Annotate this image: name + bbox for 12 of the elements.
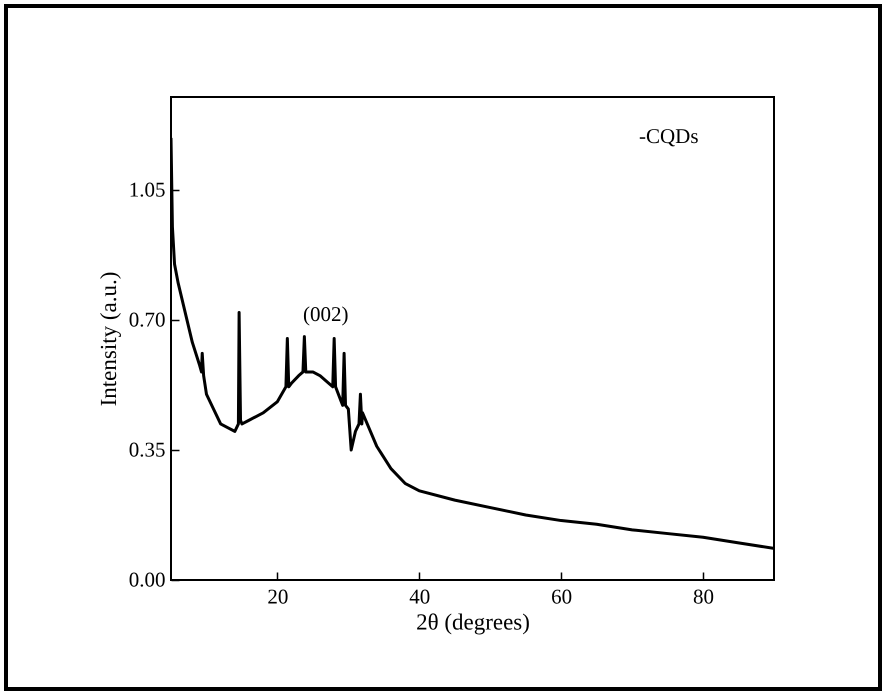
y-tick-label: 1.05 bbox=[128, 177, 166, 202]
annotation: (002) bbox=[303, 302, 348, 326]
annotation: -CQDs bbox=[639, 124, 699, 148]
y-tick-label: 0.00 bbox=[128, 568, 166, 592]
y-axis-title: Intensity (a.u.) bbox=[96, 272, 121, 406]
x-axis-title: 2θ (degrees) bbox=[416, 610, 530, 634]
x-tick-label: 40 bbox=[409, 584, 430, 608]
x-tick-label: 20 bbox=[267, 584, 288, 608]
y-tick-label: 0.70 bbox=[128, 307, 166, 332]
x-tick-label: 80 bbox=[693, 584, 714, 608]
y-tick-label: 0.35 bbox=[128, 437, 166, 462]
x-tick-label: 60 bbox=[551, 584, 572, 608]
